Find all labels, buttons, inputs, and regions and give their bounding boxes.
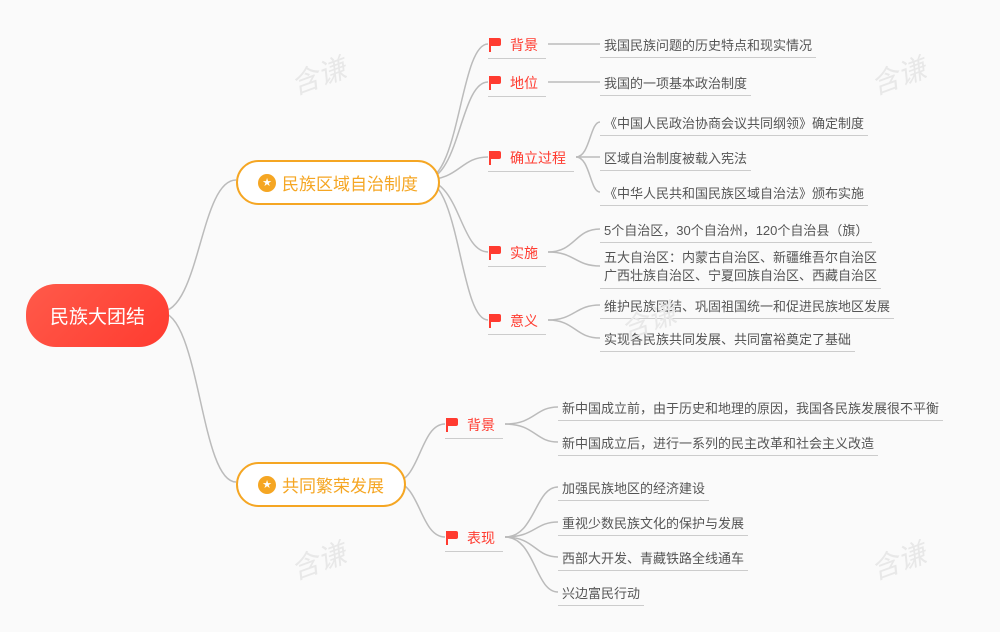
leaf-node: 新中国成立后，进行一系列的民主改革和社会主义改造 [558,430,878,456]
leaf-node: 《中华人民共和国民族区域自治法》颁布实施 [600,180,868,206]
flag-label: 确立过程 [510,148,566,168]
watermark: 含谦 [865,47,931,104]
flag-icon [488,38,504,52]
leaf-node: 重视少数民族文化的保护与发展 [558,510,748,536]
leaf-node: 区域自治制度被载入宪法 [600,145,751,171]
flag-node[interactable]: 地位 [488,70,546,97]
root-label: 民族大团结 [50,307,145,328]
branch-label: 民族区域自治制度 [282,170,418,195]
flag-icon [488,151,504,165]
flag-label: 表现 [467,528,495,548]
leaf-node: 维护民族团结、巩固祖国统一和促进民族地区发展 [600,293,894,319]
leaf-node: 《中国人民政治协商会议共同纲领》确定制度 [600,110,868,136]
flag-label: 背景 [510,35,538,55]
star-icon: ★ [258,174,276,192]
leaf-node: 新中国成立前，由于历史和地理的原因，我国各民族发展很不平衡 [558,395,943,421]
branch-node[interactable]: ★ 民族区域自治制度 [236,160,440,205]
flag-label: 背景 [467,415,495,435]
flag-node[interactable]: 表现 [445,525,503,552]
leaf-node: 我国的一项基本政治制度 [600,70,751,96]
flag-node[interactable]: 实施 [488,240,546,267]
watermark: 含谦 [285,47,351,104]
flag-node[interactable]: 意义 [488,308,546,335]
star-icon: ★ [258,476,276,494]
root-node[interactable]: 民族大团结 [26,284,169,347]
flag-label: 意义 [510,311,538,331]
leaf-node: 我国民族问题的历史特点和现实情况 [600,32,816,58]
branch-label: 共同繁荣发展 [282,472,384,497]
branch-node[interactable]: ★ 共同繁荣发展 [236,462,406,507]
flag-icon [445,418,461,432]
watermark: 含谦 [285,532,351,589]
flag-icon [488,314,504,328]
flag-node[interactable]: 背景 [488,32,546,59]
watermark: 含谦 [865,532,931,589]
flag-node[interactable]: 背景 [445,412,503,439]
leaf-node: 兴边富民行动 [558,580,644,606]
flag-node[interactable]: 确立过程 [488,145,574,172]
flag-icon [488,76,504,90]
leaf-node: 加强民族地区的经济建设 [558,475,709,501]
leaf-node: 五大自治区：内蒙古自治区、新疆维吾尔自治区 广西壮族自治区、宁夏回族自治区、西藏… [600,246,881,289]
leaf-node: 西部大开发、青藏铁路全线通车 [558,545,748,571]
flag-label: 实施 [510,243,538,263]
flag-icon [445,531,461,545]
leaf-node: 实现各民族共同发展、共同富裕奠定了基础 [600,326,855,352]
flag-icon [488,246,504,260]
leaf-node: 5个自治区，30个自治州，120个自治县（旗） [600,217,872,243]
flag-label: 地位 [510,73,538,93]
